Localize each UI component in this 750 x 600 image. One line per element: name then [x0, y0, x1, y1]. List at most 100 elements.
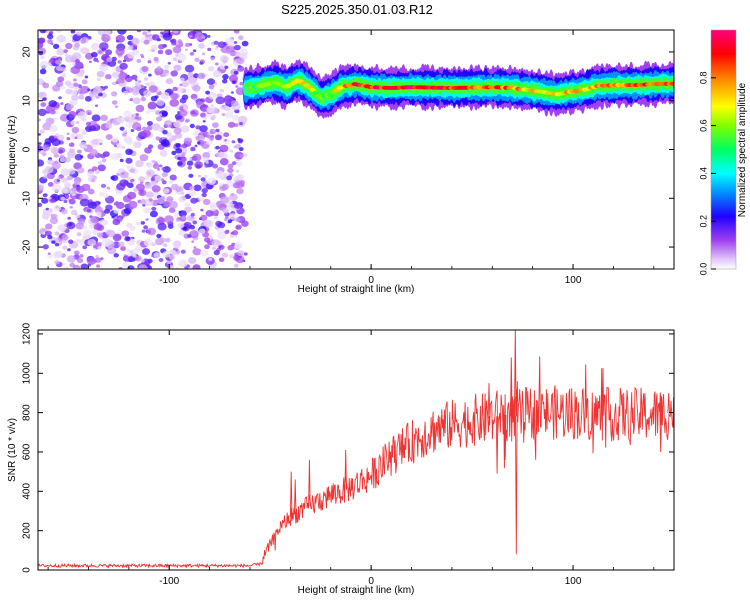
noise-speckle [49, 217, 59, 225]
noise-speckle [39, 60, 49, 69]
noise-speckle [86, 208, 92, 213]
noise-speckle [88, 91, 97, 98]
noise-speckle [184, 48, 188, 52]
noise-speckle [197, 174, 202, 178]
noise-speckle [197, 141, 201, 145]
noise-speckle [141, 229, 146, 233]
noise-speckle [128, 200, 138, 209]
noise-speckle [164, 237, 171, 243]
noise-speckle [192, 84, 201, 92]
noise-speckle [81, 129, 87, 134]
noise-speckle [95, 169, 101, 175]
noise-speckle [224, 139, 228, 142]
noise-speckle [168, 201, 178, 209]
noise-speckle [233, 30, 240, 34]
noise-speckle [186, 214, 195, 222]
noise-speckle [169, 174, 177, 181]
noise-speckle [228, 213, 237, 220]
noise-speckle [167, 121, 172, 125]
noise-speckle [181, 81, 189, 88]
noise-speckle [191, 110, 196, 115]
noise-speckle [140, 258, 145, 263]
noise-speckle [72, 52, 82, 61]
noise-speckle [100, 114, 108, 122]
noise-speckle [55, 59, 62, 65]
noise-speckle [142, 248, 150, 255]
noise-speckle [93, 86, 103, 94]
noise-speckle [99, 42, 109, 51]
noise-speckle [139, 154, 149, 162]
noise-speckle [136, 59, 142, 63]
noise-speckle [179, 97, 187, 104]
noise-speckle [79, 47, 88, 54]
noise-speckle [173, 212, 180, 218]
noise-speckle [127, 52, 135, 59]
noise-speckle [219, 151, 224, 155]
noise-speckle [87, 112, 91, 115]
spectrogram-x-axis-label: Height of straight line (km) [298, 284, 415, 295]
snr-x-tick-label: 100 [565, 576, 582, 587]
noise-speckle [142, 126, 147, 131]
noise-speckle [71, 193, 76, 197]
noise-speckle [234, 242, 243, 249]
spectrogram-x-tick-label: 0 [368, 275, 374, 286]
noise-speckle [138, 189, 147, 197]
noise-speckle [227, 163, 234, 169]
noise-speckle [42, 244, 49, 250]
noise-speckle [134, 79, 138, 82]
noise-speckle [134, 142, 142, 148]
noise-speckle [124, 75, 133, 83]
noise-speckle [148, 144, 154, 149]
noise-speckle [72, 62, 76, 66]
noise-speckle [47, 234, 53, 240]
noise-speckle [105, 204, 113, 211]
noise-speckle [163, 188, 170, 194]
noise-speckle [129, 98, 134, 102]
noise-speckle [175, 86, 184, 93]
noise-speckle [119, 62, 128, 70]
noise-speckle [135, 222, 140, 226]
noise-speckle [47, 39, 53, 44]
noise-speckle [38, 93, 41, 98]
noise-speckle [147, 101, 157, 110]
spectrogram-y-ticks: -20 -10 0 10 20 [22, 46, 674, 254]
noise-speckle [66, 137, 71, 141]
noise-speckle [147, 172, 152, 175]
noise-speckle [115, 143, 122, 149]
noise-speckle [111, 215, 115, 219]
noise-speckle [170, 70, 178, 77]
noise-speckle [140, 96, 146, 102]
noise-speckle [132, 97, 141, 104]
noise-speckle [233, 70, 239, 75]
noise-speckle [88, 60, 92, 63]
noise-speckle [200, 249, 209, 257]
noise-speckle [237, 65, 245, 72]
noise-speckle [97, 232, 104, 238]
noise-speckle [172, 241, 182, 249]
noise-speckle [141, 55, 145, 59]
ridge-core [309, 88, 316, 92]
noise-speckle [116, 115, 125, 124]
noise-speckle [38, 184, 44, 192]
noise-speckle [59, 157, 66, 163]
noise-speckle [101, 34, 111, 43]
noise-speckle [165, 49, 173, 56]
noise-speckle [233, 41, 238, 44]
noise-speckle [206, 78, 215, 85]
noise-speckle [144, 175, 151, 180]
noise-speckle [135, 160, 144, 168]
noise-speckle [54, 250, 63, 258]
noise-speckle [148, 73, 152, 77]
noise-speckle [99, 142, 103, 146]
noise-speckle [168, 180, 174, 184]
noise-speckle [153, 252, 161, 259]
noise-speckle [183, 137, 193, 145]
noise-speckle [40, 55, 45, 60]
noise-speckle [215, 170, 225, 179]
noise-speckle [61, 234, 69, 241]
noise-speckle [90, 215, 100, 224]
noise-speckle [181, 152, 186, 157]
noise-speckle [197, 72, 206, 80]
noise-speckle [81, 183, 91, 192]
noise-speckle [141, 66, 149, 72]
